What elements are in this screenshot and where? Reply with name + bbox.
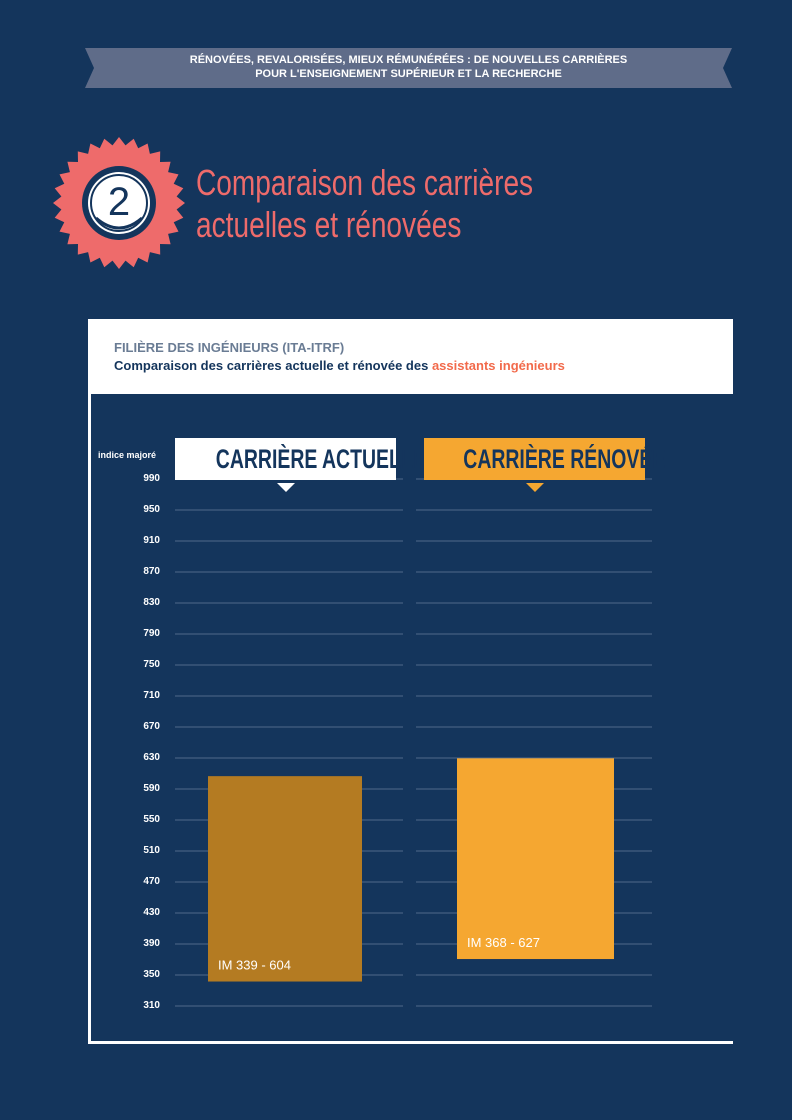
bar-data-label: IM 368 - 627	[467, 935, 540, 950]
section-title-line-1: Comparaison des carrières	[196, 162, 534, 203]
header-ribbon: RÉNOVÉES, REVALORISÉES, MIEUX RÉMUNÉRÉES…	[85, 48, 732, 88]
section-number-badge: 2	[52, 136, 186, 270]
y-tick-label: 390	[143, 938, 160, 949]
column-header-actuelle: CARRIÈRE ACTUELLE	[175, 438, 426, 480]
y-tick-label: 510	[143, 845, 160, 856]
y-tick-label: 950	[143, 504, 160, 515]
y-tick-label: 830	[143, 597, 160, 608]
bar-renovee	[457, 758, 614, 960]
card-description-highlight: assistants ingénieurs	[431, 358, 565, 373]
starburst-badge-icon	[53, 137, 185, 269]
arrow-down-icon	[277, 483, 295, 492]
ribbon-line-1: RÉNOVÉES, REVALORISÉES, MIEUX RÉMUNÉRÉES…	[189, 54, 628, 66]
bar-actuelle	[208, 776, 362, 982]
chart-frame-left	[88, 394, 91, 1044]
card-subtitle: FILIÈRE DES INGÉNIEURS (ITA-ITRF)	[114, 340, 345, 355]
chart-card-header: FILIÈRE DES INGÉNIEURS (ITA-ITRF) Compar…	[88, 319, 733, 394]
ribbon-line-2: POUR L'ENSEIGNEMENT SUPÉRIEUR ET LA RECH…	[255, 68, 562, 80]
section-number: 2	[107, 180, 131, 224]
y-tick-label: 790	[143, 628, 160, 639]
section-title: Comparaison des carrières actuelles et r…	[196, 162, 533, 246]
y-tick-label: 990	[143, 473, 160, 484]
column-header-renovee: CARRIÈRE RÉNOVÉE	[424, 438, 665, 480]
y-tick-label: 590	[143, 783, 160, 794]
bar-data-label: IM 339 - 604	[218, 958, 291, 973]
y-tick-label: 310	[143, 1000, 160, 1011]
ribbon-shape	[85, 48, 732, 88]
y-tick-label: 470	[143, 876, 160, 887]
chart-frame-bottom	[88, 1041, 733, 1044]
column-header-actuelle-label: CARRIÈRE ACTUELLE	[215, 444, 426, 474]
card-description-text: Comparaison des carrières actuelle et ré…	[114, 358, 432, 373]
y-tick-label: 910	[143, 535, 160, 546]
y-tick-label: 550	[143, 814, 160, 825]
y-tick-label: 870	[143, 566, 160, 577]
y-tick-label: 750	[143, 659, 160, 670]
y-tick-label: 630	[143, 752, 160, 763]
y-tick-label: 430	[143, 907, 160, 918]
y-tick-label: 670	[143, 721, 160, 732]
arrow-down-icon	[526, 483, 544, 492]
ribbon-text: RÉNOVÉES, REVALORISÉES, MIEUX RÉMUNÉRÉES…	[85, 53, 732, 81]
column-header-renovee-label: CARRIÈRE RÉNOVÉE	[463, 444, 666, 474]
y-tick-label: 710	[143, 690, 160, 701]
card-description: Comparaison des carrières actuelle et ré…	[114, 358, 565, 373]
y-tick-label: 350	[143, 969, 160, 980]
y-axis-label: indice majoré	[98, 450, 157, 460]
section-title-line-2: actuelles et rénovées	[196, 204, 462, 245]
